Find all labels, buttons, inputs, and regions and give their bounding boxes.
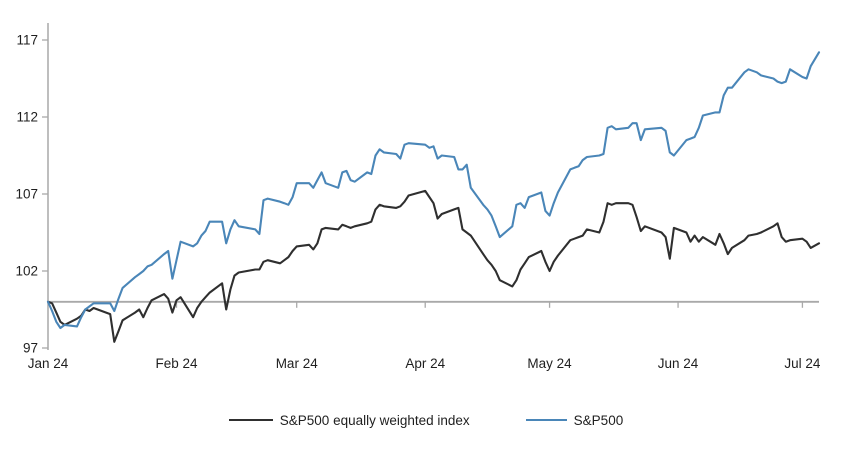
y-axis-tick-label: 117 — [16, 33, 38, 48]
sp500-line-swatch — [525, 419, 567, 421]
x-axis-tick-label: Jan 24 — [28, 356, 69, 371]
legend-item-equal-weight: S&P500 equally weighted index — [228, 412, 470, 428]
x-axis-tick-label: May 24 — [527, 356, 572, 371]
x-axis-tick-label: Mar 24 — [276, 356, 319, 371]
equal-weight-line-swatch — [228, 419, 273, 421]
legend: S&P500 equally weighted index S&P500 — [0, 408, 852, 432]
y-axis-tick-label: 112 — [16, 110, 38, 125]
x-axis-tick-label: Jul 24 — [784, 356, 821, 371]
sp500-series-line — [46, 51, 821, 330]
x-axis-tick-label: Jun 24 — [658, 356, 699, 371]
legend-item-sp500: S&P500 — [525, 412, 624, 428]
legend-label-equal-weight: S&P500 equally weighted index — [279, 412, 470, 428]
y-axis-tick-label: 107 — [15, 187, 38, 202]
y-axis-tick-label: 97 — [23, 341, 38, 356]
legend-label-sp500: S&P500 — [573, 412, 624, 428]
x-axis-tick-label: Apr 24 — [405, 356, 445, 371]
equal-weight-series-line — [46, 189, 821, 343]
y-axis-tick-label: 102 — [15, 264, 38, 279]
x-axis-tick-label: Feb 24 — [155, 356, 198, 371]
